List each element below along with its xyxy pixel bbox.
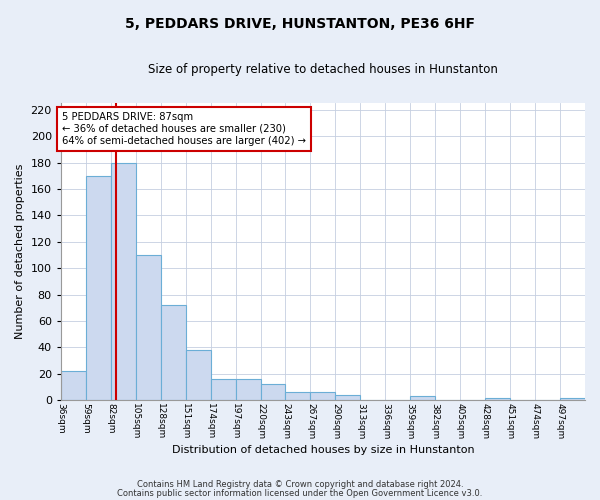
Bar: [161, 305, 185, 400]
X-axis label: Distribution of detached houses by size in Hunstanton: Distribution of detached houses by size …: [172, 445, 474, 455]
Bar: [111, 162, 136, 400]
Bar: [485, 398, 510, 400]
Bar: [211, 379, 236, 400]
Text: 5 PEDDARS DRIVE: 87sqm
← 36% of detached houses are smaller (230)
64% of semi-de: 5 PEDDARS DRIVE: 87sqm ← 36% of detached…: [62, 112, 306, 146]
Bar: [185, 350, 211, 401]
Bar: [335, 395, 361, 400]
Bar: [61, 371, 86, 400]
Bar: [236, 379, 260, 400]
Y-axis label: Number of detached properties: Number of detached properties: [15, 164, 25, 340]
Title: Size of property relative to detached houses in Hunstanton: Size of property relative to detached ho…: [148, 62, 498, 76]
Text: Contains HM Land Registry data © Crown copyright and database right 2024.: Contains HM Land Registry data © Crown c…: [137, 480, 463, 489]
Bar: [310, 392, 335, 400]
Text: 5, PEDDARS DRIVE, HUNSTANTON, PE36 6HF: 5, PEDDARS DRIVE, HUNSTANTON, PE36 6HF: [125, 18, 475, 32]
Text: Contains public sector information licensed under the Open Government Licence v3: Contains public sector information licen…: [118, 488, 482, 498]
Bar: [286, 392, 310, 400]
Bar: [136, 255, 161, 400]
Bar: [560, 398, 585, 400]
Bar: [410, 396, 435, 400]
Bar: [86, 176, 111, 400]
Bar: [260, 384, 286, 400]
